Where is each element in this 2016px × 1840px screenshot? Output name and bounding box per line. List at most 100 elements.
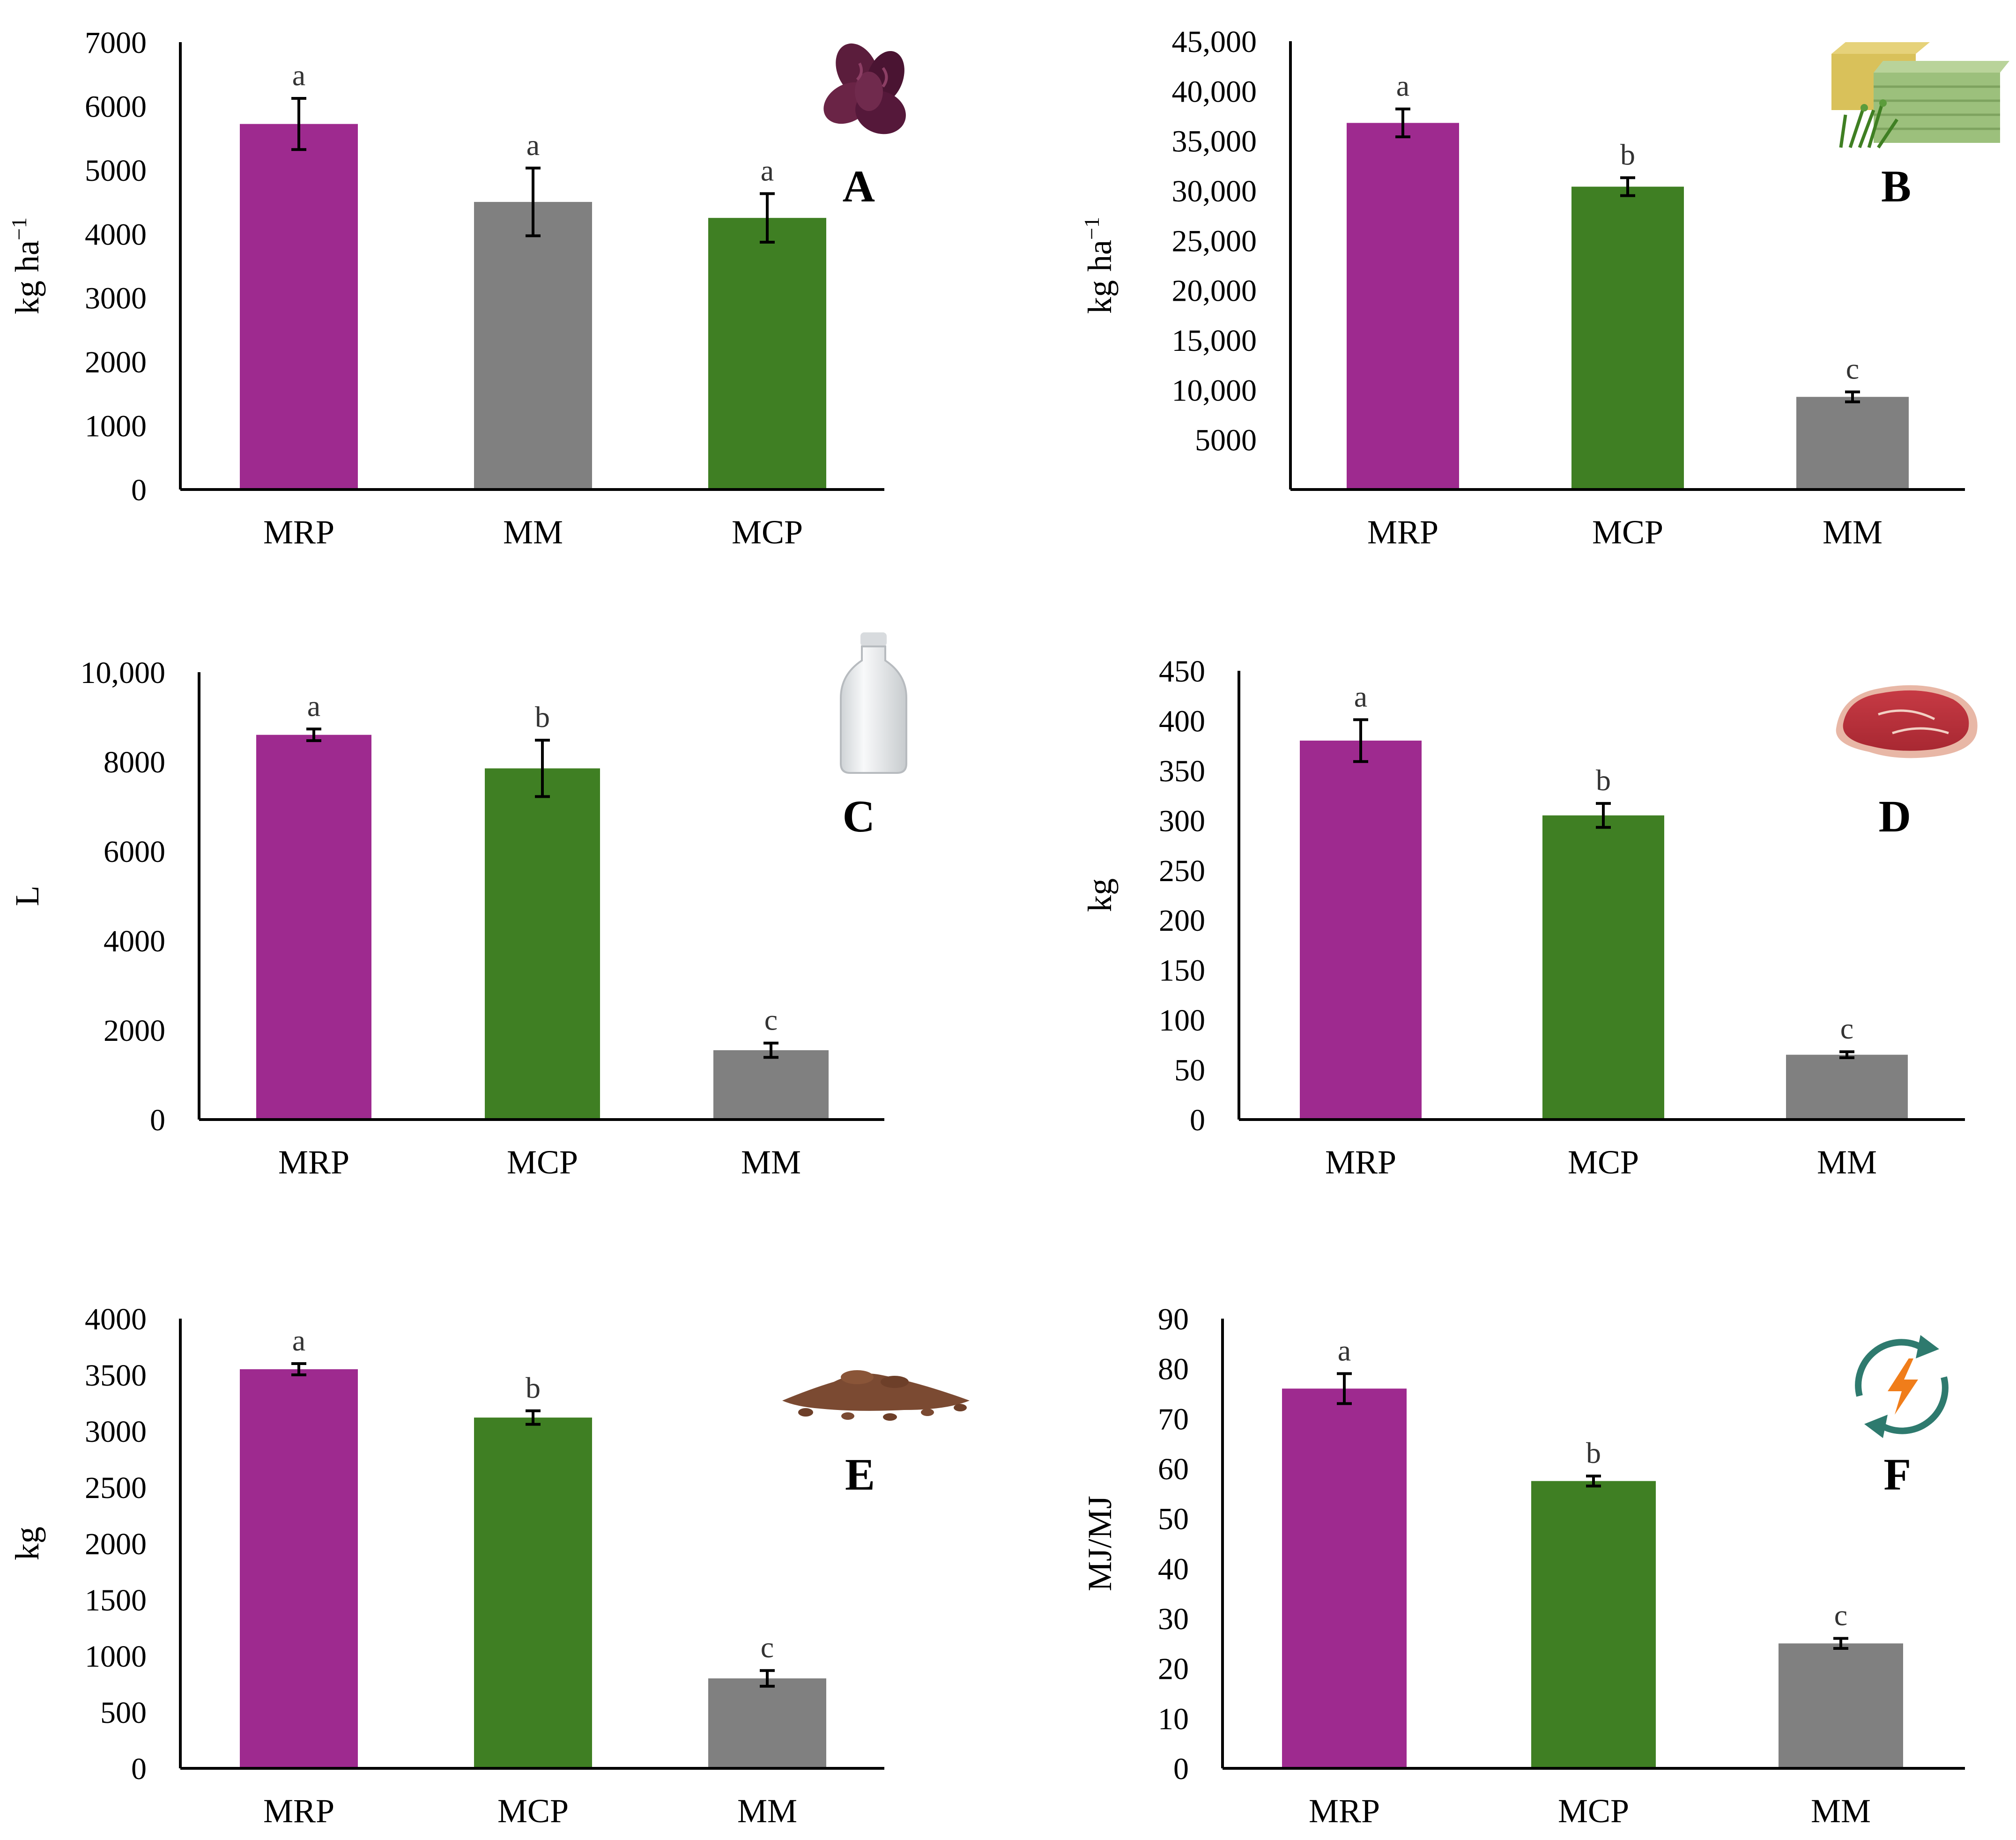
y-tick-label: 80 (1158, 1352, 1189, 1387)
y-tick-label: 40 (1158, 1552, 1189, 1586)
error-bar (526, 1409, 541, 1426)
significance-label: a (292, 59, 305, 92)
x-tick-label: MM (1817, 1143, 1877, 1181)
significance-label: a (1354, 680, 1367, 713)
y-tick-label: 4000 (85, 1302, 147, 1336)
error-bar (1845, 390, 1860, 403)
x-tick-label: MCP (1558, 1792, 1629, 1830)
y-tick-label: 200 (1159, 904, 1205, 938)
panel-label: C (843, 791, 875, 841)
y-tick-label: 7000 (85, 26, 147, 60)
y-axis-title-exponent: −1 (7, 217, 31, 240)
x-tick-label: MRP (263, 1792, 334, 1830)
significance-label: c (1834, 1599, 1847, 1632)
bar-mcp (485, 768, 600, 1120)
y-tick-label: 25,000 (1172, 224, 1257, 258)
bar-mm (1796, 397, 1909, 490)
error-bar (1833, 1637, 1848, 1650)
y-tick-label: 3500 (85, 1358, 147, 1393)
error-bar (760, 192, 775, 244)
bar-mrp (256, 735, 371, 1120)
x-tick-label: MRP (1367, 513, 1438, 551)
chart-panel-c: a MRP b MCP c MM 0 2000 4000 6000 8000 10,000 L C (8, 656, 884, 1181)
y-tick-label: 15,000 (1172, 324, 1257, 358)
y-tick-label: 45,000 (1172, 25, 1257, 59)
error-bar (306, 727, 321, 742)
milk-bottle-icon (840, 632, 907, 774)
error-bar (1620, 176, 1635, 197)
y-axis-title: kg ha−1 (1080, 217, 1119, 314)
y-tick-label: 250 (1159, 854, 1205, 888)
bar-mm (708, 1678, 826, 1768)
error-bar (1586, 1475, 1601, 1488)
y-axis-title: kg (8, 1527, 46, 1560)
chart-panel-e: a MRP b MCP c MM 0 500 1000 1500 2000 2500 3000 3500 4… (8, 1302, 884, 1830)
y-tick-label: 2500 (85, 1471, 147, 1505)
x-tick-label: MM (737, 1792, 797, 1830)
x-tick-label: MRP (278, 1143, 349, 1181)
error-bar (1337, 1372, 1352, 1405)
panels: aMRPaMMaMCP01000200030004000500060007000… (7, 25, 1965, 1830)
y-tick-label: 50 (1158, 1502, 1189, 1536)
error-bar (760, 1669, 775, 1688)
y-tick-label: 300 (1159, 804, 1205, 838)
y-tick-label: 500 (100, 1696, 147, 1730)
x-tick-label: MRP (263, 513, 334, 551)
x-tick-label: MCP (1568, 1143, 1639, 1181)
y-tick-label: 2000 (104, 1014, 165, 1048)
chart-panel-a: a MRP a MM a MCP 0 1000 2000 3000 4000 5000 6000 7000… (7, 26, 884, 551)
y-axis-title-exponent: −1 (1080, 217, 1104, 240)
y-tick-label: 350 (1159, 754, 1205, 788)
error-bar (526, 166, 541, 237)
x-tick-label: MRP (1309, 1792, 1380, 1830)
error-bar (291, 97, 306, 151)
x-tick-label: MM (741, 1143, 801, 1181)
bar-mrp (1347, 123, 1459, 490)
x-tick-label: MCP (497, 1792, 569, 1830)
panel-label: D (1879, 791, 1911, 841)
x-tick-label: MRP (1325, 1143, 1396, 1181)
y-tick-label: 3000 (85, 282, 147, 316)
y-tick-label: 0 (131, 1752, 147, 1786)
y-tick-label: 150 (1159, 954, 1205, 988)
y-axis-title: kg ha−1 (7, 217, 46, 314)
y-tick-label: 10,000 (1172, 373, 1257, 408)
significance-label: b (1620, 138, 1635, 171)
energy-cycle-icon (1855, 1335, 1949, 1438)
y-tick-label: 450 (1159, 654, 1205, 689)
y-tick-label: 30,000 (1172, 174, 1257, 208)
y-tick-label: 10 (1158, 1702, 1189, 1736)
bar-mm (1786, 1054, 1908, 1120)
y-tick-label: 400 (1159, 704, 1205, 738)
significance-label: a (307, 689, 320, 722)
y-tick-label: 50 (1174, 1054, 1205, 1088)
chart-panel-f: a MRP b MCP c MM 0 10 20 30 40 50 60 70 80 90 MJ/MJ F (1081, 1302, 1965, 1830)
y-tick-label: 2000 (85, 345, 147, 379)
y-tick-label: 1000 (85, 1640, 147, 1674)
meat-steak-icon (1836, 685, 1978, 758)
y-tick-label: 0 (1173, 1752, 1189, 1786)
significance-label: a (292, 1324, 305, 1357)
bar-mcp (708, 218, 826, 490)
y-tick-label: 8000 (104, 745, 165, 779)
significance-label: c (761, 1631, 774, 1664)
bar-mcp (474, 1417, 592, 1768)
x-tick-label: MCP (732, 513, 803, 551)
bar-mm (474, 202, 592, 490)
significance-label: b (1586, 1436, 1601, 1469)
significance-label: b (1596, 764, 1611, 797)
hay-bales-icon (1831, 42, 2009, 148)
y-tick-label: 6000 (104, 835, 165, 869)
significance-label: c (764, 1003, 778, 1037)
y-tick-label: 5000 (1195, 423, 1257, 458)
bar-mrp (240, 1369, 358, 1768)
y-tick-label: 20,000 (1172, 274, 1257, 308)
significance-label: a (1338, 1334, 1351, 1367)
y-axis-title: L (8, 886, 46, 906)
significance-label: c (1840, 1012, 1853, 1045)
y-tick-label: 0 (150, 1103, 165, 1137)
y-tick-label: 4000 (85, 217, 147, 252)
y-tick-label: 100 (1159, 1003, 1205, 1038)
y-tick-label: 6000 (85, 89, 147, 124)
